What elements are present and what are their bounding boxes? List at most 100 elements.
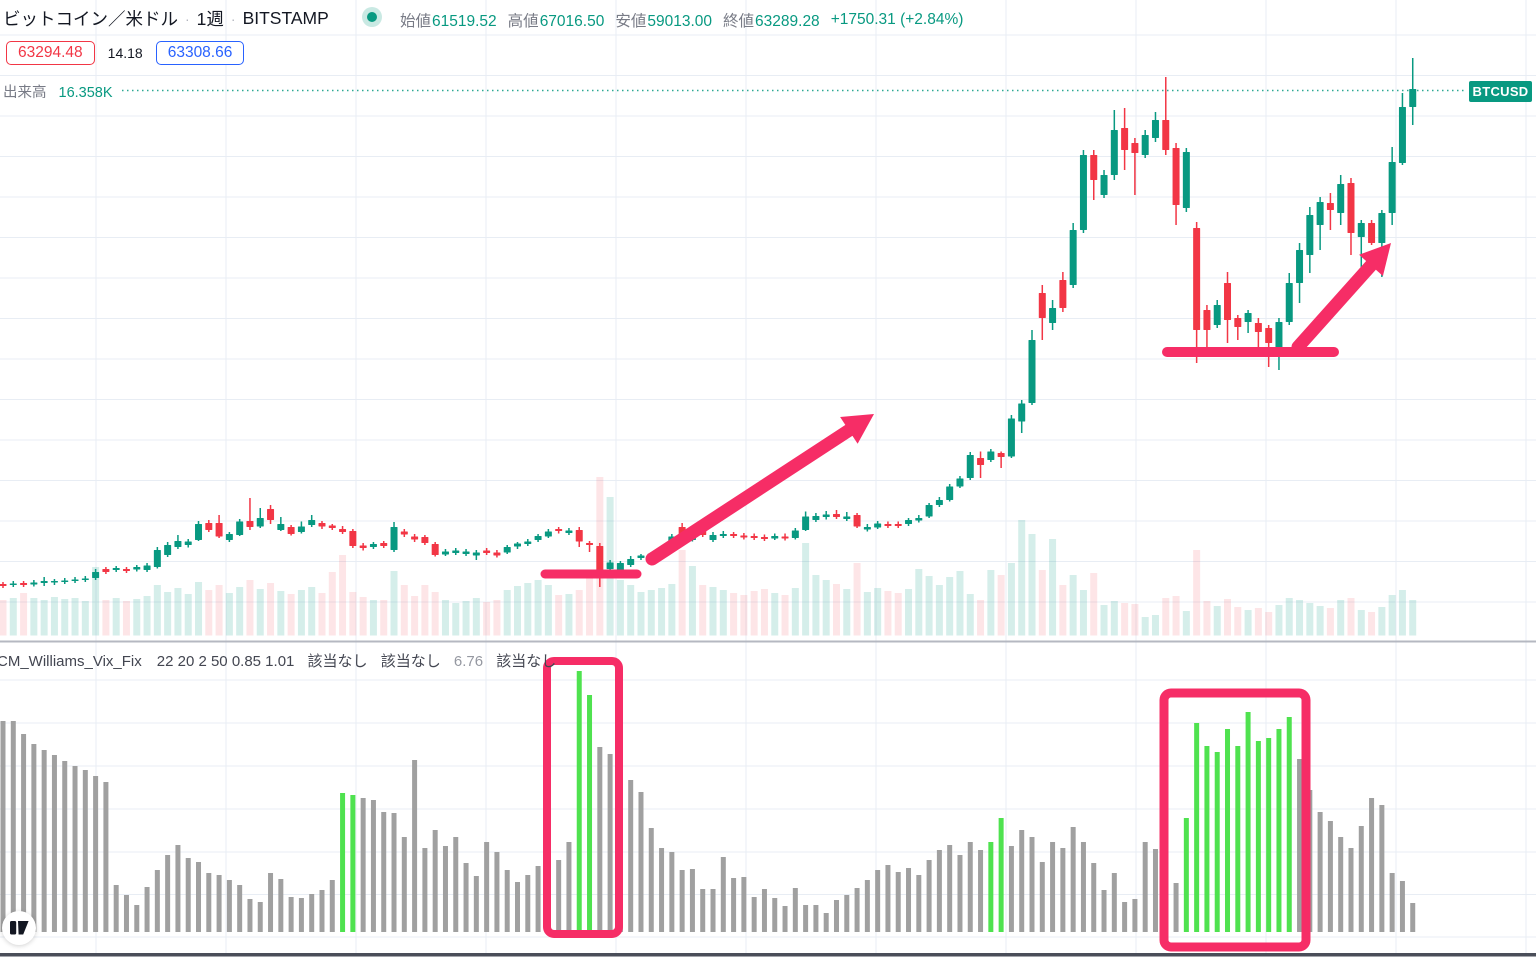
volume-bar (1398, 590, 1406, 636)
vix-bar (947, 845, 953, 932)
candle-body (1007, 418, 1015, 457)
volume-series (0, 477, 1417, 636)
vix-bar (875, 870, 881, 932)
volume-bar (246, 580, 254, 636)
candle-body (1388, 162, 1396, 213)
volume-bar (112, 598, 120, 636)
indicator-params: 22 20 2 50 0.85 1.01 (156, 653, 295, 670)
volume-bar (297, 590, 305, 636)
candle-body (740, 535, 748, 538)
vix-bar (731, 878, 737, 932)
volume-bar (555, 595, 563, 636)
vix-bar (175, 845, 181, 932)
close-value: 終値63289.28 (723, 13, 820, 30)
volume-bar (534, 580, 542, 636)
volume-bar (791, 588, 799, 636)
candle-body (380, 543, 388, 546)
volume-bar (287, 594, 295, 636)
vix-bar (432, 830, 438, 932)
separator-dot: · (230, 10, 236, 27)
vix-bar (247, 899, 253, 932)
vix-bar (1297, 759, 1303, 932)
volume-bar (1018, 520, 1026, 636)
highlight-rect-annotation (1159, 688, 1311, 952)
volume-bar (678, 550, 686, 636)
candle-body (1337, 184, 1345, 213)
vix-fix-histogram (0, 671, 1416, 932)
volume-bar (1265, 612, 1273, 636)
candle-body (843, 516, 851, 519)
symbol-title[interactable]: ビットコイン／米ドル (3, 9, 178, 29)
volume-bar (195, 582, 203, 636)
buy-price-button[interactable]: 63308.66 (155, 41, 245, 65)
candle-body (977, 458, 985, 465)
volume-bar (1244, 610, 1252, 636)
vix-bar-signal (1266, 738, 1272, 932)
indicator-legend[interactable]: CM_Williams_Vix_Fix 22 20 2 50 0.85 1.01 … (0, 650, 565, 671)
vix-bar (278, 879, 284, 932)
vix-bar (268, 873, 274, 932)
sell-price-button[interactable]: 63294.48 (6, 41, 95, 65)
volume-bar (30, 598, 38, 636)
vix-bar (1122, 902, 1128, 932)
vix-bar (442, 846, 448, 932)
vix-bar (823, 913, 829, 932)
volume-bar (853, 563, 861, 636)
candle-body (1059, 280, 1067, 308)
vix-bar (1317, 812, 1323, 932)
volume-bar (822, 580, 830, 636)
vix-bar (916, 875, 922, 932)
volume-bar (421, 585, 429, 636)
volume-bar (637, 592, 645, 636)
candle-body (606, 562, 614, 569)
volume-bar (1131, 604, 1139, 636)
vix-bar (803, 905, 809, 932)
candle-body (1131, 143, 1139, 153)
symbol-legend[interactable]: ビットコイン／米ドル · 1週 · BITSTAMP (3, 6, 329, 31)
candle-body (771, 536, 779, 539)
volume-bar (997, 575, 1005, 636)
interval-label[interactable]: 1週 (196, 9, 224, 29)
candle-body (637, 555, 645, 558)
candle-body (184, 541, 192, 545)
volume-bar (1069, 575, 1077, 636)
candle-body (1079, 155, 1087, 230)
volume-bar (256, 589, 264, 636)
candle-body (730, 534, 738, 536)
candle-body (369, 544, 377, 547)
candle-body (1069, 230, 1077, 285)
indicator-name[interactable]: CM_Williams_Vix_Fix (0, 653, 142, 670)
volume-bar (277, 591, 285, 636)
vix-bar (196, 862, 202, 932)
vix-bar (494, 852, 500, 932)
volume-legend: 出来高 16.358K (3, 81, 113, 102)
drawing-annotations[interactable] (540, 243, 1391, 952)
volume-bar (174, 588, 182, 636)
volume-bar (730, 593, 738, 636)
volume-bar (1203, 601, 1211, 636)
volume-bar (483, 602, 491, 636)
vix-bar (1029, 837, 1035, 932)
candle-body (514, 543, 521, 547)
arrow-annotation-shaft (645, 421, 859, 566)
vix-bar (1152, 849, 1158, 932)
volume-bar (1224, 599, 1232, 636)
volume-bar (462, 601, 470, 636)
volume-bar (92, 567, 100, 636)
volume-bar (390, 571, 398, 636)
vix-bar-signal (1204, 746, 1210, 932)
candle-body (524, 541, 532, 544)
ohlc-legend: 始値61519.52 高値67016.50 安値59013.00 終値63289… (400, 9, 963, 31)
vix-bar (926, 860, 932, 932)
volume-bar (1172, 596, 1180, 636)
vix-bar (206, 873, 212, 932)
vix-bar (1369, 798, 1375, 932)
tradingview-logo[interactable] (2, 911, 36, 945)
vix-bar-signal (1183, 818, 1189, 932)
volume-bar (874, 588, 882, 636)
volume-bar (184, 594, 192, 636)
volume-bar (977, 600, 985, 636)
volume-bar (411, 596, 419, 636)
vix-bar (165, 855, 171, 932)
